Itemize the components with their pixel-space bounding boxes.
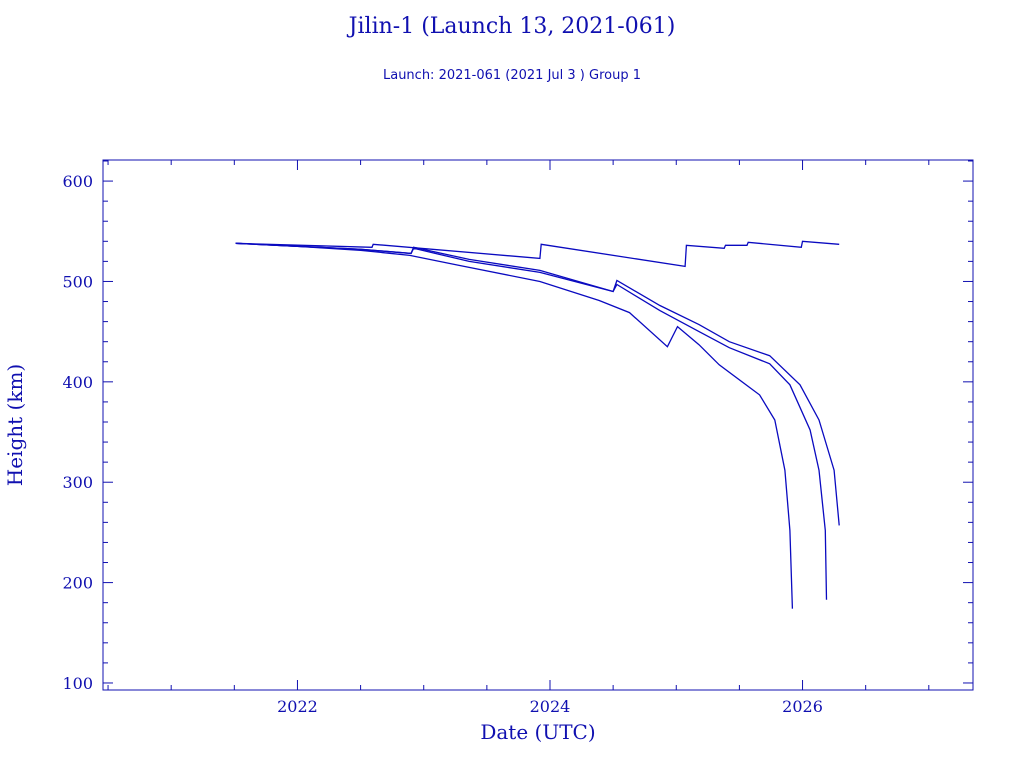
x-axis-label: Date (UTC) xyxy=(480,720,595,744)
y-axis-label: Height (km) xyxy=(3,364,27,486)
y-tick-label: 500 xyxy=(62,272,93,291)
series-group xyxy=(235,240,840,609)
x-tick-label: 2026 xyxy=(782,697,823,716)
y-tick-label: 200 xyxy=(62,574,93,593)
x-tick-label: 2022 xyxy=(277,697,318,716)
chart-subtitle: Launch: 2021-061 (2021 Jul 3 ) Group 1 xyxy=(382,68,641,83)
series-line-3 xyxy=(235,242,828,600)
plot-frame xyxy=(102,159,974,691)
y-tick-label: 400 xyxy=(62,373,93,392)
chart-title: Jilin-1 (Launch 13, 2021-061) xyxy=(348,14,676,39)
y-tick-label: 100 xyxy=(62,674,93,693)
ticks xyxy=(103,160,973,690)
y-tick-label: 600 xyxy=(62,172,93,191)
y-tick-label: 300 xyxy=(62,473,93,492)
series-line-1 xyxy=(235,240,840,268)
series-line-4 xyxy=(235,242,794,609)
x-tick-label: 2024 xyxy=(530,697,571,716)
series-line-2 xyxy=(235,242,840,526)
tick-labels: 2022 2024 2026 100 200 300 400 500 600 xyxy=(62,172,822,716)
